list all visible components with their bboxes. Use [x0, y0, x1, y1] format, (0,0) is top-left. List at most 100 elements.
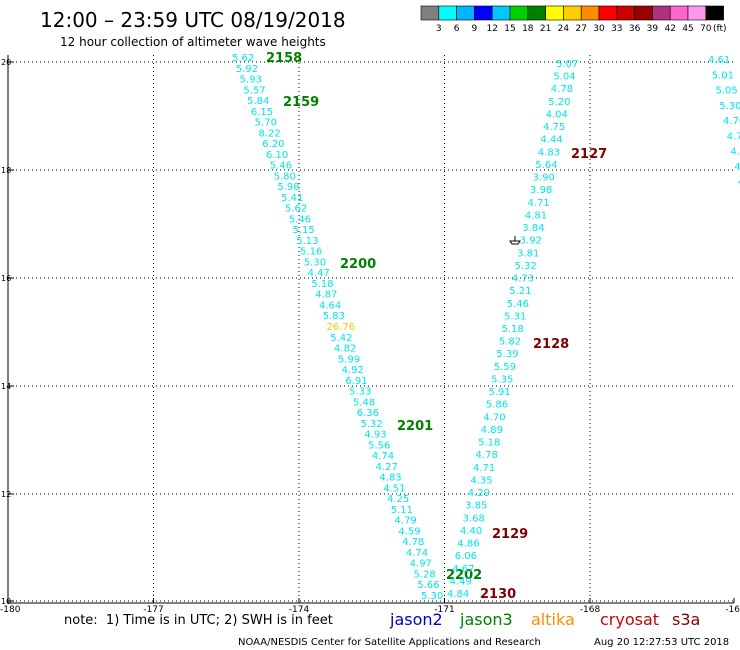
- wave-height-value: 4.74: [406, 548, 428, 559]
- wave-height-value: 5.35: [491, 374, 513, 385]
- page-title: 12:00 – 23:59 UTC 08/19/2018: [40, 8, 346, 32]
- map-axis-labels: -180 -177 -174 -171 -168 -16 20 18 16 14 12 10: [0, 58, 740, 615]
- lat-tick-label: 16: [1, 274, 11, 283]
- wave-height-value: 4.7: [727, 131, 740, 142]
- wave-height-value: 4.73: [512, 274, 534, 285]
- wave-height-value: 4.93: [364, 430, 386, 441]
- wave-height-value: 5.46: [507, 299, 529, 310]
- satellite-legend-jason3: jason3: [459, 610, 513, 629]
- wave-height-value: 5.20: [548, 97, 570, 108]
- wave-height-value: 4.70: [723, 116, 740, 127]
- legend-swatch: [420, 5, 440, 21]
- wave-height-value: 5.57: [243, 85, 265, 96]
- wave-height-value: 5.05: [716, 86, 738, 97]
- wave-height-value: 5.21: [509, 286, 531, 297]
- legend-swatch: [705, 5, 724, 21]
- wave-height-value: 3.84: [522, 223, 544, 234]
- lat-tick-label: 18: [1, 166, 11, 175]
- wave-height-value: 5.46: [270, 161, 292, 172]
- legend-swatch: [652, 5, 671, 21]
- legend-swatch: [438, 5, 457, 21]
- lat-tick-label: 14: [1, 382, 11, 391]
- wave-height-value: 5.80: [274, 171, 296, 182]
- wave-height-value: 5.91: [489, 387, 511, 398]
- wave-height-value: 6.06: [455, 551, 477, 562]
- wave-height-value: 5.07: [556, 59, 578, 70]
- wave-height-value: 4.8: [731, 147, 740, 158]
- legend-label: 24: [558, 24, 570, 34]
- wave-height-value: 4.59: [398, 526, 420, 537]
- pass-time-label: 2129: [492, 527, 528, 542]
- wave-height-value: 5.70: [255, 118, 277, 129]
- wave-height-value: 4.49: [450, 576, 472, 587]
- legend-swatch: [456, 5, 475, 21]
- wave-height-value: 5.66: [417, 580, 439, 591]
- lat-tick-label: 10: [1, 597, 11, 606]
- legend-swatch: [527, 5, 546, 21]
- wave-height-value: 5.32: [361, 419, 383, 430]
- wave-height-value: 5.83: [323, 311, 345, 322]
- wave-height-value: 3.98: [530, 185, 552, 196]
- legend-swatch: [669, 5, 689, 21]
- wave-height-value: 4.67: [452, 564, 474, 575]
- legend-swatch: [545, 5, 564, 21]
- legend-label: 9: [472, 24, 478, 34]
- wave-height-value: 4.74: [372, 451, 394, 462]
- wave-height-value: 8.22: [258, 128, 280, 139]
- wave-height-value: 5.18: [311, 279, 333, 290]
- lon-tick-label: -168: [580, 605, 601, 615]
- wave-height-value: 5.32: [514, 261, 536, 272]
- wave-height-value: 4.79: [395, 516, 417, 527]
- pass-time-label: 2159: [283, 95, 319, 110]
- legend-swatch: [474, 5, 493, 21]
- wave-height-value: 5.33: [349, 387, 371, 398]
- footer-timestamp: Aug 20 12:27:53 UTC 2018: [594, 637, 729, 648]
- wave-height-value: 4.83: [538, 147, 560, 158]
- legend-label: 36: [629, 24, 641, 34]
- wave-height-value: 5.64: [535, 160, 557, 171]
- wave-height-value: 6.91: [345, 376, 367, 387]
- wave-height-value: 4.71: [527, 198, 549, 209]
- satellite-tracks: 5.625.925.935.575.846.155.708.226.206.10…: [232, 51, 740, 602]
- wave-height-value: 4.27: [376, 462, 398, 473]
- wave-height-value: 6.15: [251, 107, 273, 118]
- pass-time-label: 2201: [397, 419, 433, 434]
- wave-height-value: 4.04: [546, 109, 568, 120]
- wave-height-value: 4.97: [410, 559, 432, 570]
- satellite-legend-altika: altika: [531, 610, 575, 629]
- legend-label: 70: [700, 24, 712, 34]
- legend-swatch: [491, 5, 511, 21]
- wave-height-value: 4.35: [470, 475, 492, 486]
- satellite-legend-jason2: jason2: [389, 610, 443, 629]
- wave-height-value: 5.93: [240, 75, 262, 86]
- wave-height-value: 5.11: [391, 505, 413, 516]
- wave-height-value: 4.47: [308, 268, 330, 279]
- pass-time-label: 2128: [533, 337, 569, 352]
- wave-height-value: 5.84: [247, 96, 269, 107]
- legend-label: 21: [540, 24, 551, 34]
- legend-label: 33: [611, 24, 622, 34]
- wave-height-value: 3.90: [533, 173, 555, 184]
- footer-credit: NOAA/NESDIS Center for Satellite Applica…: [238, 637, 541, 648]
- legend-label: 15: [504, 24, 515, 34]
- wave-height-value: 6.10: [266, 150, 288, 161]
- wave-height-value: 5.62: [232, 53, 254, 64]
- wave-height-value: 5.18: [478, 438, 500, 449]
- wave-height-value: 6.20: [262, 139, 284, 150]
- wave-height-value: 4.83: [379, 473, 401, 484]
- lon-tick-label: -180: [0, 605, 21, 615]
- wave-height-value: 26.76: [327, 322, 356, 333]
- wave-height-value: 5.28: [413, 569, 435, 580]
- legend-label: 18: [522, 24, 534, 34]
- lon-tick-label: -16: [725, 605, 740, 615]
- wave-height-value: 5.30: [719, 101, 740, 112]
- wave-height-value: 4.89: [481, 425, 503, 436]
- wave-height-value: 4.82: [334, 344, 356, 355]
- wave-height-value: 4.44: [540, 135, 562, 146]
- lat-tick-label: 20: [1, 58, 11, 67]
- legend-label: 30: [593, 24, 605, 34]
- wave-height-value: 5.30: [304, 257, 326, 268]
- wave-height-value: 5.16: [300, 247, 322, 258]
- wave-height-value: 4.7: [734, 162, 740, 173]
